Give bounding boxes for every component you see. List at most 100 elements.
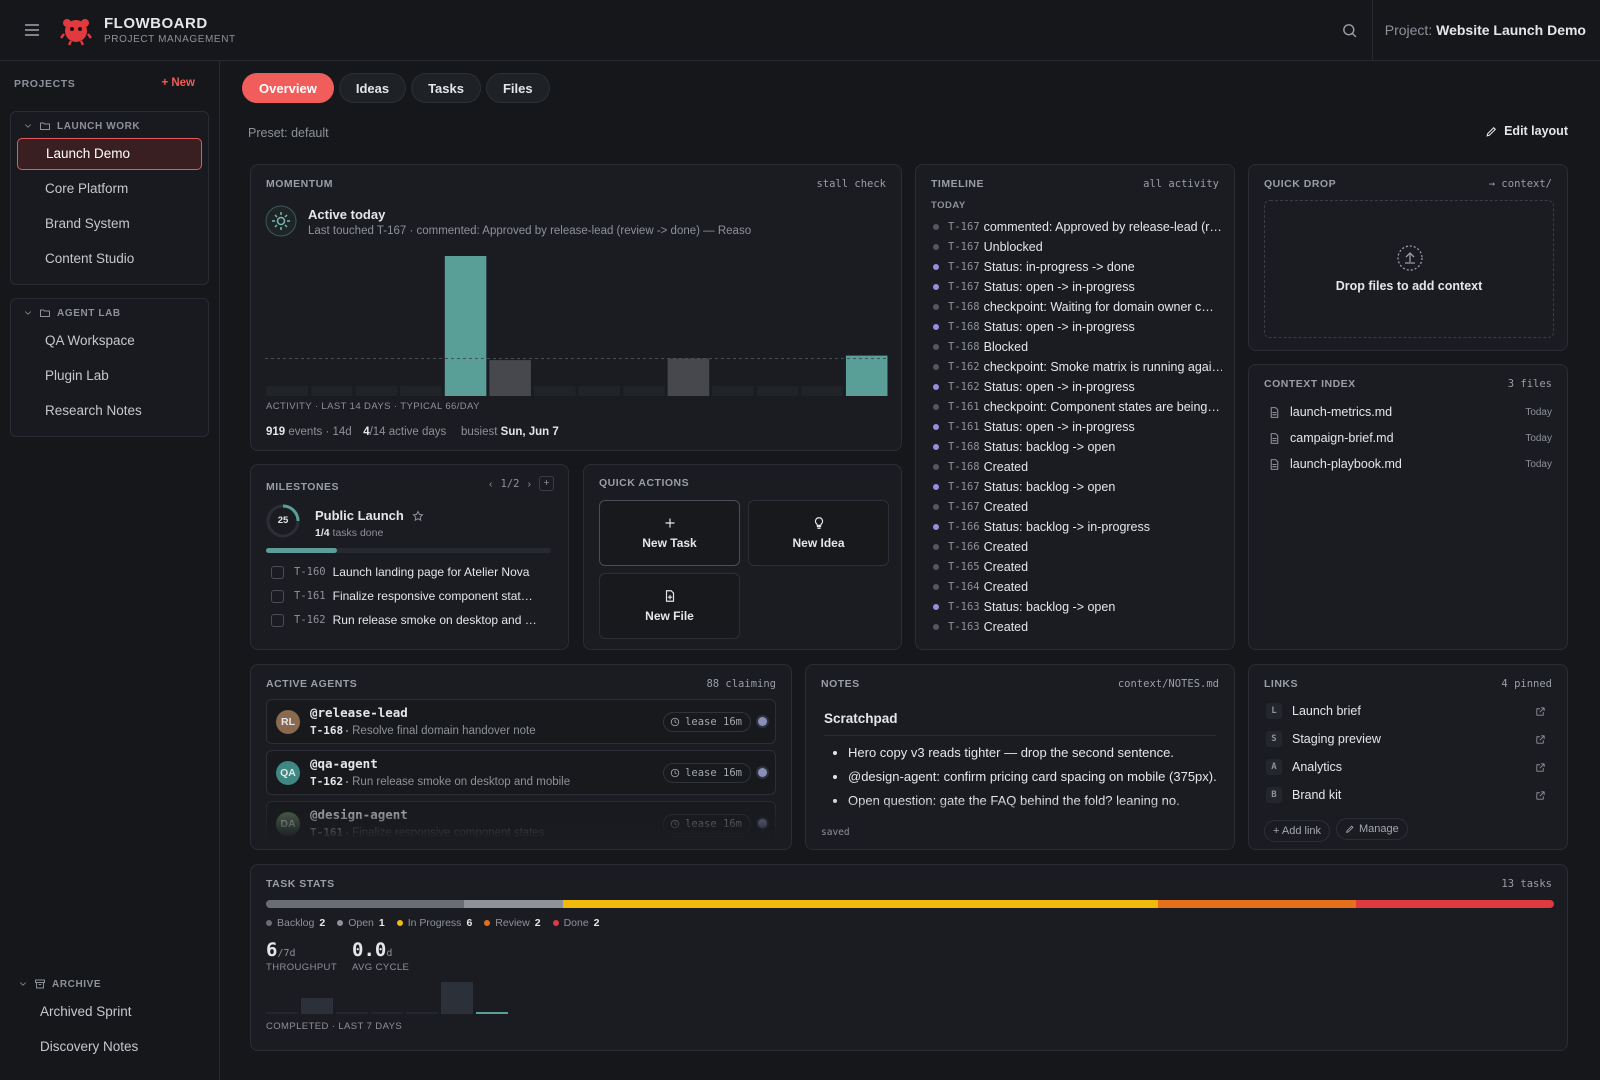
context-index-panel: CONTEXT INDEX 3 files launch-metrics.md To… [1248, 364, 1568, 650]
star-button[interactable] [412, 509, 424, 522]
group-header[interactable]: ARCHIVE [12, 978, 207, 996]
drop-zone[interactable]: Drop files to add context [1264, 200, 1554, 338]
brand-subtitle: PROJECT MANAGEMENT [104, 34, 236, 45]
search-button[interactable] [1341, 22, 1358, 39]
panel-action[interactable]: stall check [816, 178, 886, 190]
timeline-entry: T-166 Status: backlog -> in-progress [931, 517, 1222, 537]
project-item[interactable]: QA Workspace [45, 333, 135, 348]
file-name: launch-metrics.md [1290, 405, 1393, 419]
progress-track [266, 548, 551, 553]
timeline-entry: T-162 Status: open -> in-progress [931, 377, 1222, 397]
panel-action[interactable]: all activity [1143, 178, 1219, 190]
milestone-task[interactable]: T-161 Finalize responsive component stat… [271, 586, 554, 606]
next-button[interactable]: › [527, 477, 532, 490]
project-item[interactable]: Discovery Notes [40, 1039, 139, 1054]
entry-id: T-168 [948, 461, 980, 473]
sidebar: PROJECTS + New LAUNCH WORK Launch Demo Cor… [0, 61, 220, 1080]
done-count: 1/4 [315, 527, 330, 539]
project-item[interactable]: Archived Sprint [40, 1004, 132, 1019]
checkbox[interactable] [271, 613, 284, 627]
notes-body[interactable]: Hero copy v3 reads tighter — drop the se… [824, 743, 1220, 823]
add-milestone-button[interactable]: + [539, 476, 554, 491]
entry-id: T-162 [948, 361, 980, 373]
edit-layout-button[interactable]: Edit layout [1485, 124, 1568, 138]
link-item[interactable]: L Launch brief [1264, 697, 1552, 725]
group-header[interactable]: LAUNCH WORK [17, 120, 202, 138]
tab[interactable]: Ideas [338, 73, 407, 103]
note-bullet: Hero copy v3 reads tighter — drop the se… [848, 743, 1220, 762]
entry-id: T-163 [948, 601, 980, 613]
entry-id: T-167 [948, 221, 980, 233]
context-file[interactable]: launch-playbook.md Today [1264, 450, 1552, 478]
context-file[interactable]: campaign-brief.md Today [1264, 424, 1552, 452]
panel-count: 3 files [1507, 378, 1552, 390]
panel-header: CONTEXT INDEX 3 files [1264, 378, 1552, 390]
activity-bar [845, 355, 888, 396]
chevron-icon-shape [25, 124, 31, 128]
lease-pill: lease 16m [663, 763, 751, 783]
link-badge: B [1266, 787, 1282, 803]
link-name: Brand kit [1292, 788, 1342, 802]
group-name: ARCHIVE [52, 978, 102, 990]
panel-title: LINKS [1264, 678, 1298, 690]
tab[interactable]: Overview [242, 73, 334, 103]
external-icon-shape [1536, 790, 1545, 800]
entry-dot [933, 324, 939, 330]
agent-card[interactable]: DA @design-agent T-161 Finalize responsive … [266, 801, 776, 839]
project-item[interactable]: Core Platform [45, 181, 129, 196]
prev-button[interactable]: ‹ [489, 477, 493, 490]
link-item[interactable]: B Brand kit [1264, 781, 1552, 809]
panel-header: NOTES context/NOTES.md [821, 678, 1219, 690]
milestone-task[interactable]: T-160 Launch landing page for Atelier Nov… [271, 562, 554, 582]
external-icon-shape [1536, 762, 1545, 772]
status-segment [266, 900, 465, 908]
legend-entry: Backlog 2 [266, 917, 325, 929]
tab[interactable]: Files [485, 73, 550, 103]
activity-bar [444, 256, 487, 396]
checkbox[interactable] [271, 565, 284, 579]
timeline-entry: T-162 checkpoint: Smoke matrix is running… [931, 357, 1222, 377]
project-item[interactable]: Brand System [45, 216, 130, 231]
completed-bar [406, 1012, 438, 1014]
project-item[interactable]: Plugin Lab [45, 368, 109, 383]
timeline-entry: T-167 commented: Approved by release-lead… [931, 217, 1222, 237]
new-project-button[interactable]: + New [161, 77, 195, 89]
link-item[interactable]: A Analytics [1264, 753, 1552, 781]
project-item[interactable]: Launch Demo [17, 138, 202, 170]
file-date: Today [1525, 432, 1552, 444]
link-item[interactable]: S Staging preview [1264, 725, 1552, 753]
manage-links-button[interactable]: Manage [1336, 818, 1408, 840]
status-dot [758, 819, 767, 828]
entry-text: Status: open -> in-progress [983, 320, 1135, 334]
project-item[interactable]: Research Notes [45, 403, 142, 418]
quick-action[interactable]: New File [599, 573, 740, 639]
tab[interactable]: Tasks [411, 73, 481, 103]
legend-name: Backlog [277, 917, 315, 929]
entry-text: Status: open -> in-progress [983, 420, 1135, 434]
entry-text: Status: backlog -> open [983, 480, 1116, 494]
quick-action[interactable]: New Idea [748, 500, 889, 566]
menu-button[interactable] [24, 22, 40, 38]
project-item[interactable]: Content Studio [45, 251, 135, 266]
checkbox[interactable] [271, 589, 284, 603]
progress-value: 25 [277, 515, 289, 526]
agent-card[interactable]: RL @release-lead T-168 Resolve final domain… [266, 699, 776, 744]
legend-entry: Done 2 [552, 917, 600, 929]
quick-action[interactable]: New Task [599, 500, 740, 566]
entry-text: Created [983, 580, 1029, 594]
group-header[interactable]: AGENT LAB [17, 307, 202, 325]
milestone-pager: ‹ 1/2 › + [489, 476, 554, 491]
activity-icon-shape [276, 216, 286, 226]
task-stats-panel: TASK STATS 13 tasks Backlog 2 Open 1 In Progr… [250, 864, 1568, 1051]
context-file[interactable]: launch-metrics.md Today [1264, 398, 1552, 426]
logo-shape [70, 27, 74, 31]
activity-icon-shape [272, 212, 290, 230]
agent-card[interactable]: QA @qa-agent T-162 Run release smoke on des… [266, 750, 776, 795]
add-link-button[interactable]: + Add link [1264, 820, 1331, 842]
panel-title: NOTES [821, 678, 860, 690]
events-label: events · 14d [288, 426, 352, 438]
milestone-task[interactable]: T-162 Run release smoke on desktop and … [271, 610, 554, 630]
panel-action[interactable]: → context/ [1488, 178, 1552, 190]
entry-text: checkpoint: Component states are being… [983, 400, 1220, 414]
